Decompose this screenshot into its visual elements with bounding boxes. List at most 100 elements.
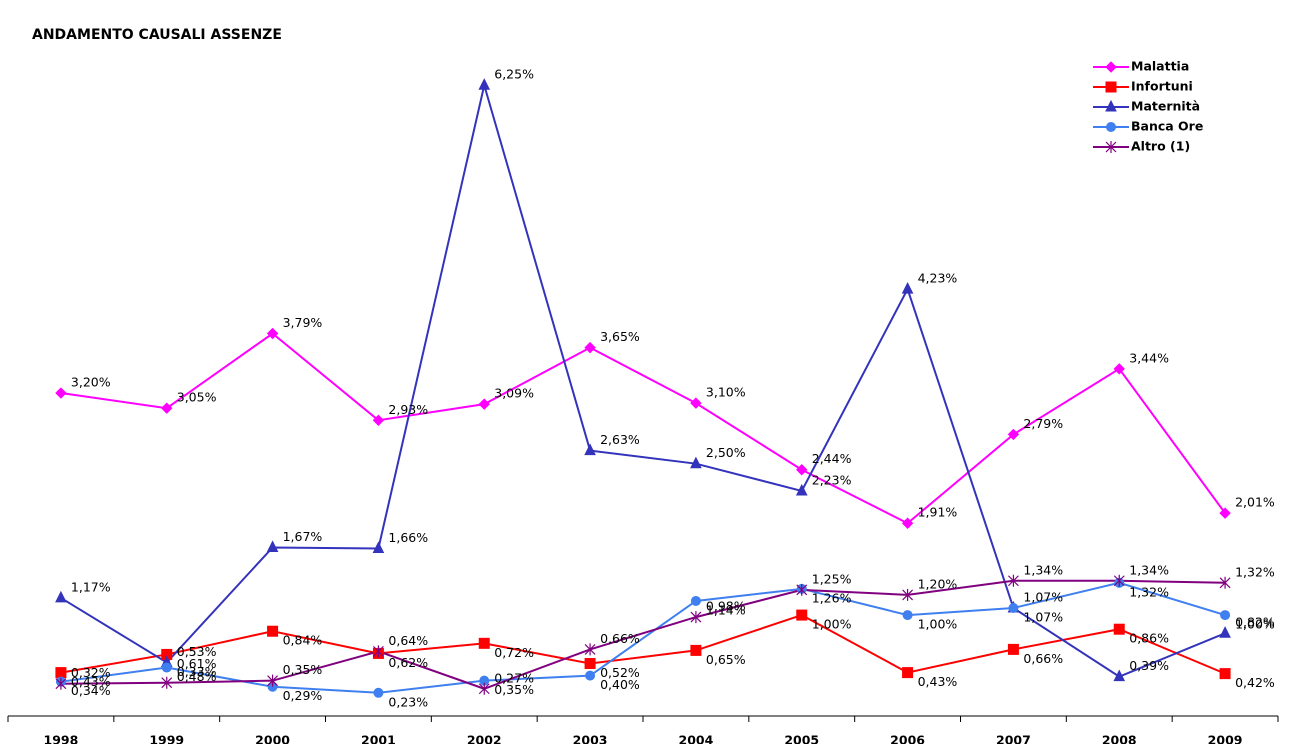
marker bbox=[1220, 610, 1231, 621]
data-label: 3,09% bbox=[494, 386, 534, 401]
marker bbox=[584, 658, 596, 670]
marker bbox=[902, 610, 913, 621]
marker bbox=[584, 643, 596, 656]
marker bbox=[266, 540, 279, 552]
data-label: 3,79% bbox=[283, 315, 323, 330]
data-label: 1,66% bbox=[388, 530, 428, 545]
data-label: 1,34% bbox=[1129, 562, 1169, 577]
x-tick-label: 1998 bbox=[44, 733, 79, 744]
marker bbox=[372, 541, 385, 553]
marker bbox=[1219, 507, 1231, 519]
legend-label: Banca Ore bbox=[1131, 119, 1203, 134]
marker bbox=[901, 517, 914, 529]
series-line bbox=[60, 81, 1226, 678]
data-label: 0,65% bbox=[706, 652, 746, 667]
marker bbox=[161, 402, 173, 414]
data-label: 0,98% bbox=[706, 599, 746, 614]
data-label: 1,32% bbox=[1235, 564, 1275, 579]
marker bbox=[901, 281, 914, 294]
marker bbox=[372, 414, 385, 427]
marker bbox=[55, 667, 67, 679]
marker bbox=[267, 625, 279, 637]
x-tick-label: 2002 bbox=[467, 733, 502, 744]
legend-label: Maternità bbox=[1131, 99, 1200, 114]
marker bbox=[55, 590, 67, 603]
data-label: 0,35% bbox=[494, 682, 534, 697]
data-label: 0,43% bbox=[71, 674, 111, 689]
data-label: 0,42% bbox=[1235, 675, 1275, 690]
marker bbox=[478, 398, 490, 410]
data-label: 0,66% bbox=[600, 631, 640, 646]
marker bbox=[690, 644, 702, 656]
data-label: 0,86% bbox=[1129, 631, 1169, 646]
data-label: 0,32% bbox=[71, 665, 111, 680]
data-label: 0,39% bbox=[1129, 658, 1169, 673]
data-label: 0,84% bbox=[283, 633, 323, 648]
data-label: 0,23% bbox=[388, 694, 428, 709]
data-label: 0,72% bbox=[494, 645, 534, 660]
x-tick-label: 2000 bbox=[255, 733, 290, 744]
data-label: 3,05% bbox=[177, 390, 217, 405]
marker bbox=[584, 341, 596, 354]
data-label: 2,93% bbox=[388, 402, 428, 417]
data-label: 0,33% bbox=[177, 664, 217, 679]
marker bbox=[690, 456, 702, 469]
marker bbox=[372, 645, 384, 658]
marker bbox=[1105, 99, 1117, 112]
chart-area bbox=[8, 8, 1280, 738]
marker bbox=[796, 609, 808, 621]
data-label: 3,65% bbox=[600, 329, 640, 344]
marker bbox=[1219, 626, 1231, 638]
marker bbox=[1105, 81, 1117, 93]
marker bbox=[1007, 643, 1019, 655]
data-label: 1,00% bbox=[918, 617, 958, 632]
marker bbox=[1007, 574, 1019, 587]
marker bbox=[1105, 141, 1117, 153]
legend-label: Altro (1) bbox=[1131, 139, 1190, 154]
marker bbox=[1105, 61, 1117, 73]
data-label: 0,62% bbox=[388, 655, 428, 670]
data-label: 2,01% bbox=[1235, 495, 1275, 510]
x-tick-label: 1999 bbox=[149, 733, 184, 744]
data-label: 1,00% bbox=[812, 617, 852, 632]
data-label: 3,10% bbox=[706, 385, 746, 400]
legend-label: Malattia bbox=[1131, 59, 1189, 74]
marker bbox=[1219, 576, 1231, 589]
marker bbox=[1106, 122, 1116, 132]
data-label: 1,07% bbox=[1023, 590, 1063, 605]
marker bbox=[585, 670, 596, 681]
marker bbox=[796, 583, 808, 596]
data-label: 0,35% bbox=[283, 662, 323, 677]
data-label: 0,27% bbox=[494, 670, 534, 685]
data-label: 0,61% bbox=[177, 656, 217, 671]
x-tick-label: 2006 bbox=[890, 733, 925, 744]
marker bbox=[161, 662, 172, 673]
marker bbox=[1008, 603, 1019, 614]
marker bbox=[55, 387, 67, 399]
marker bbox=[902, 667, 914, 679]
data-label: 1,17% bbox=[71, 579, 111, 594]
data-label: 1,07% bbox=[1023, 610, 1063, 625]
data-label: 0,52% bbox=[600, 665, 640, 680]
data-label: 1,67% bbox=[283, 529, 323, 544]
marker bbox=[902, 588, 914, 601]
marker bbox=[1113, 623, 1125, 635]
marker bbox=[796, 464, 808, 476]
data-label: 1,00% bbox=[1235, 617, 1275, 632]
chart-title: ANDAMENTO CAUSALI ASSENZE bbox=[32, 27, 282, 43]
marker bbox=[267, 674, 279, 687]
data-label: 1,14% bbox=[706, 602, 746, 617]
data-label: 3,44% bbox=[1129, 350, 1169, 365]
marker bbox=[1007, 428, 1020, 441]
marker bbox=[1219, 668, 1231, 680]
series-line bbox=[60, 332, 1226, 525]
data-label: 0,64% bbox=[388, 633, 428, 648]
data-label: 0,34% bbox=[71, 683, 111, 698]
legend-label: Infortuni bbox=[1131, 79, 1193, 94]
data-label: 3,20% bbox=[71, 375, 111, 390]
data-label: 1,91% bbox=[918, 505, 958, 520]
x-tick-label: 2004 bbox=[679, 733, 714, 744]
data-label: 2,63% bbox=[600, 432, 640, 447]
x-tick-label: 2007 bbox=[996, 733, 1031, 744]
x-tick-label: 2003 bbox=[573, 733, 608, 744]
